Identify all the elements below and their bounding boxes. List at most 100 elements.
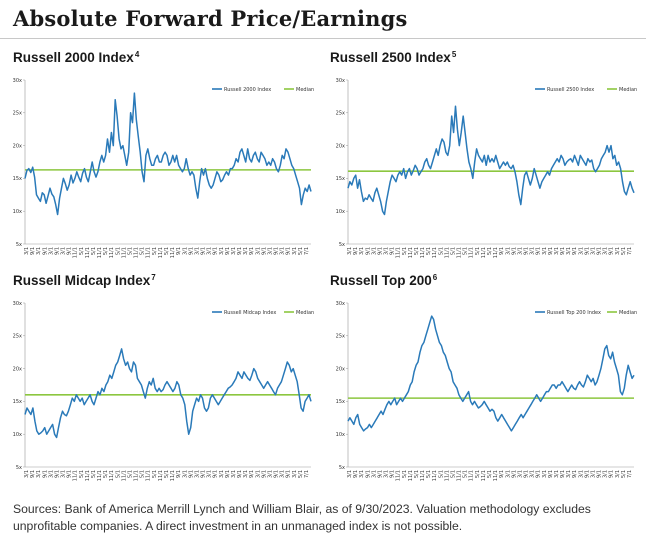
x-tick-label: 11/1 [85, 470, 91, 481]
x-tick-label: 5/1 [79, 470, 85, 478]
x-tick-label: 5/1 [487, 470, 493, 478]
panel-title-footnote-ref: 7 [151, 273, 156, 282]
x-tick-label: 9/1 [249, 247, 255, 255]
x-tick-label: 9/1 [286, 470, 292, 478]
x-tick-label: 3/1 [554, 247, 560, 255]
x-tick-label: 3/1 [61, 247, 67, 255]
panel-title: Russell Midcap Index7 [13, 273, 156, 288]
x-tick-label: 5/1 [103, 470, 109, 478]
x-tick-label: 11/1 [85, 247, 91, 258]
x-tick-label: 5/1 [621, 247, 627, 255]
title-divider [0, 38, 646, 39]
x-tick-label: 11/1 [481, 470, 487, 481]
x-tick-label: 5/1 [402, 470, 408, 478]
x-tick-label: 11/1 [493, 247, 499, 258]
x-tick-label: 11/1 [481, 247, 487, 258]
x-tick-label: 11/1 [420, 470, 426, 481]
legend-series-label: Russell Midcap Index [224, 310, 276, 316]
x-tick-label: 3/1 [603, 247, 609, 255]
x-tick-label: 9/1 [188, 247, 194, 255]
x-tick-label: 3/1 [591, 470, 597, 478]
x-tick-label: 5/1 [128, 247, 134, 255]
x-tick-label: 11/1 [158, 470, 164, 481]
x-tick-label: 9/1 [548, 470, 554, 478]
x-tick-label: 9/1 [261, 247, 267, 255]
x-tick-label: 11/1 [109, 470, 115, 481]
x-tick-label: 3/1 [603, 470, 609, 478]
x-tick-label: 9/1 [67, 470, 73, 478]
x-tick-label: 3/1 [359, 470, 365, 478]
x-tick-label: 9/1 [42, 470, 48, 478]
legend-median-label: Median [296, 87, 314, 93]
x-tick-label: 7/1 [304, 470, 310, 478]
x-tick-label: 11/1 [457, 247, 463, 258]
x-tick-label: 9/1 [225, 470, 231, 478]
x-tick-label: 3/1 [231, 470, 237, 478]
x-tick-label: 11/1 [493, 470, 499, 481]
x-tick-label: 11/1 [134, 247, 140, 258]
panel-title-text: Russell Top 200 [330, 273, 432, 288]
x-tick-label: 9/1 [42, 247, 48, 255]
x-tick-label: 9/1 [572, 470, 578, 478]
x-tick-label: 3/1 [292, 470, 298, 478]
x-tick-label: 9/1 [524, 247, 530, 255]
x-tick-label: 3/1 [182, 247, 188, 255]
legend-series-label: Russell Top 200 Index [547, 310, 601, 316]
y-tick-label: 25x [336, 111, 345, 117]
y-tick-label: 15x [13, 399, 22, 405]
x-tick-label: 3/1 [347, 470, 353, 478]
x-tick-label: 5/1 [438, 247, 444, 255]
y-tick-label: 20x [336, 366, 345, 372]
x-tick-label: 9/1 [237, 247, 243, 255]
x-tick-label: 11/1 [408, 470, 414, 481]
sources-footnote: Sources: Bank of America Merrill Lynch a… [13, 502, 591, 533]
legend-series-label: Russell 2500 Index [547, 87, 594, 93]
x-tick-label: 3/1 [371, 470, 377, 478]
y-tick-label: 5x [16, 242, 22, 248]
x-tick-label: 3/1 [280, 247, 286, 255]
y-tick-label: 30x [336, 78, 345, 84]
x-tick-label: 3/1 [505, 470, 511, 478]
y-tick-label: 25x [336, 334, 345, 340]
x-tick-label: 5/1 [463, 470, 469, 478]
y-tick-label: 25x [13, 334, 22, 340]
x-tick-label: 11/1 [73, 247, 79, 258]
x-tick-label: 5/1 [115, 247, 121, 255]
x-tick-label: 9/1 [237, 470, 243, 478]
x-tick-label: 5/1 [621, 470, 627, 478]
y-tick-label: 15x [336, 399, 345, 405]
x-tick-label: 3/1 [615, 470, 621, 478]
x-tick-label: 5/1 [103, 247, 109, 255]
panel-title-footnote-ref: 6 [432, 273, 438, 282]
x-tick-label: 9/1 [536, 470, 542, 478]
legend-median-label: Median [619, 87, 637, 93]
x-tick-label: 3/1 [48, 247, 54, 255]
x-tick-label: 5/1 [91, 470, 97, 478]
x-tick-label: 9/1 [67, 247, 73, 255]
x-tick-label: 3/1 [243, 470, 249, 478]
x-tick-label: 5/1 [140, 470, 146, 478]
series-line [347, 315, 635, 432]
x-tick-label: 9/1 [30, 470, 36, 478]
y-tick-label: 30x [13, 78, 22, 84]
x-tick-label: 5/1 [475, 247, 481, 255]
x-tick-label: 5/1 [463, 247, 469, 255]
y-tick-label: 10x [336, 432, 345, 438]
x-tick-label: 11/1 [396, 247, 402, 258]
x-tick-label: 9/1 [390, 247, 396, 255]
y-tick-label: 5x [339, 242, 345, 248]
x-tick-label: 3/1 [207, 470, 213, 478]
x-tick-label: 11/1 [396, 470, 402, 481]
x-tick-label: 3/1 [280, 470, 286, 478]
x-tick-label: 3/1 [194, 247, 200, 255]
x-tick-label: 9/1 [524, 470, 530, 478]
x-tick-label: 9/1 [365, 247, 371, 255]
x-tick-label: 5/1 [451, 247, 457, 255]
x-tick-label: 3/1 [384, 247, 390, 255]
y-tick-label: 20x [13, 366, 22, 372]
panel-title: Russell 2500 Index5 [330, 50, 456, 65]
x-tick-label: 3/1 [530, 470, 536, 478]
x-tick-label: 5/1 [402, 247, 408, 255]
x-tick-label: 3/1 [505, 247, 511, 255]
